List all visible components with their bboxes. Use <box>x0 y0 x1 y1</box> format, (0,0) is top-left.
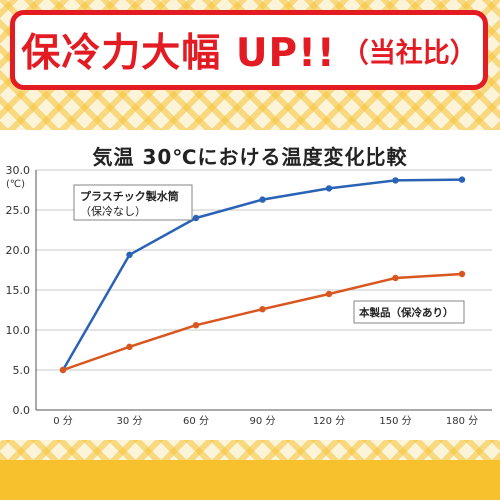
x-tick-label: 180 分 <box>446 415 478 427</box>
y-tick-label: 20.0 <box>6 244 31 257</box>
data-point <box>458 176 466 183</box>
x-tick-label: 90 分 <box>250 415 276 427</box>
data-point <box>59 366 67 374</box>
data-point <box>192 214 200 222</box>
data-point <box>325 185 333 192</box>
y-tick-label: 0.0 <box>13 404 31 417</box>
series-label-plastic-line1: プラスチック製水筒 <box>80 189 179 203</box>
series-label-box <box>73 184 193 221</box>
data-point <box>259 306 266 313</box>
bottom-yellow-band <box>0 460 500 500</box>
headline-banner: 保冷力大幅 UP!! （当社比） <box>10 10 488 90</box>
data-point <box>126 251 133 258</box>
data-point <box>458 270 466 278</box>
data-point <box>325 290 333 298</box>
data-point <box>392 177 399 184</box>
banner-note: （当社比） <box>341 37 477 69</box>
x-tick-label: 60 分 <box>183 415 209 427</box>
y-tick-label: 25.0 <box>6 204 31 217</box>
x-tick-label: 120 分 <box>313 415 345 427</box>
y-tick-label: 10.0 <box>6 324 31 337</box>
chart-panel <box>0 130 500 440</box>
y-tick-label: 30.0 <box>6 164 31 177</box>
data-point <box>392 274 399 282</box>
banner-headline: 保冷力大幅 UP!! <box>21 31 336 76</box>
data-point <box>259 196 266 203</box>
x-tick-label: 0 分 <box>53 415 73 427</box>
series-label-product: 本製品（保冷あり） <box>359 306 454 319</box>
series-label-plastic-line2: （保冷なし） <box>80 204 146 218</box>
x-tick-label: 30 分 <box>117 415 143 427</box>
y-tick-label: 15.0 <box>6 284 31 297</box>
series-label-box <box>353 300 465 324</box>
y-tick-label: 5.0 <box>13 364 31 377</box>
x-tick-label: 150 分 <box>379 415 411 427</box>
chart-title: 気温 30℃における温度変化比較 <box>92 145 408 169</box>
data-point <box>192 322 200 329</box>
y-unit-label: (℃) <box>6 179 25 190</box>
data-point <box>126 343 133 350</box>
